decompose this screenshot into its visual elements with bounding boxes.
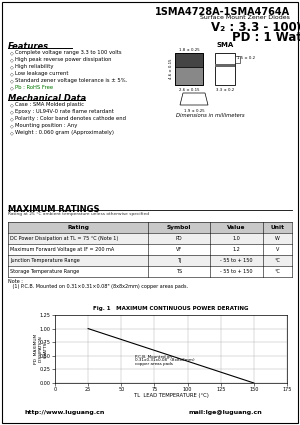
Text: Features: Features (8, 42, 49, 51)
Text: Symbol: Symbol (167, 225, 191, 230)
Text: Mounting position : Any: Mounting position : Any (15, 123, 77, 128)
Text: V: V (276, 247, 279, 252)
Text: W: W (275, 236, 280, 241)
Text: ◇: ◇ (10, 78, 14, 83)
Text: 1.5 ± 0.2: 1.5 ± 0.2 (237, 56, 255, 60)
Text: 1.2: 1.2 (232, 247, 240, 252)
Bar (215, 53, 235, 85)
Text: Storage Temperature Range: Storage Temperature Range (10, 269, 79, 274)
Text: Epoxy : UL94V-0 rate flame retardant: Epoxy : UL94V-0 rate flame retardant (15, 109, 114, 114)
Text: Low leakage current: Low leakage current (15, 71, 68, 76)
Text: copper areas pads: copper areas pads (134, 362, 172, 366)
Text: 1.0: 1.0 (232, 236, 240, 241)
Text: ◇: ◇ (10, 130, 14, 135)
Bar (8, 233, 292, 244)
Text: TL  LEAD TEMPERATURE (°C): TL LEAD TEMPERATURE (°C) (134, 393, 208, 398)
Text: - 55 to + 150: - 55 to + 150 (220, 258, 253, 263)
Text: 1SMA4728A-1SMA4764A: 1SMA4728A-1SMA4764A (155, 7, 290, 17)
Text: PD: PD (176, 236, 182, 241)
Text: TJ: TJ (177, 258, 181, 263)
Text: PD  MAXIMUM
DISSIPATION
(WATTS): PD MAXIMUM DISSIPATION (WATTS) (34, 334, 48, 364)
Text: Mechanical Data: Mechanical Data (8, 94, 86, 103)
Text: mail:lge@luguang.cn: mail:lge@luguang.cn (188, 410, 262, 415)
Text: ◇: ◇ (10, 71, 14, 76)
Text: Pb : RoHS Free: Pb : RoHS Free (15, 85, 53, 90)
Text: 0.31x0.31x0.08" (8x8x2mm): 0.31x0.31x0.08" (8x8x2mm) (134, 358, 194, 363)
Bar (175, 53, 203, 85)
Text: °C: °C (274, 258, 280, 263)
Bar (235, 56, 240, 63)
Text: Surface Mount Zener Diodes: Surface Mount Zener Diodes (200, 15, 290, 20)
Text: Polarity : Color band denotes cathode end: Polarity : Color band denotes cathode en… (15, 116, 126, 121)
Text: Junction Temperature Range: Junction Temperature Range (10, 258, 80, 263)
Text: Case : SMA Molded plastic: Case : SMA Molded plastic (15, 102, 84, 107)
Polygon shape (180, 93, 208, 105)
Text: Complete voltage range 3.3 to 100 volts: Complete voltage range 3.3 to 100 volts (15, 50, 122, 55)
Text: (1) P.C.B. Mounted on 0.31×0.31×0.08" (8x8x2mm) copper areas pads.: (1) P.C.B. Mounted on 0.31×0.31×0.08" (8… (8, 284, 188, 289)
Text: MAXIMUM RATINGS: MAXIMUM RATINGS (8, 205, 100, 214)
Text: Fig. 1   MAXIMUM CONTINUOUS POWER DERATING: Fig. 1 MAXIMUM CONTINUOUS POWER DERATING (93, 306, 249, 311)
Text: ◇: ◇ (10, 64, 14, 69)
Text: ◇: ◇ (10, 85, 14, 90)
Text: V₂ : 3.3 - 100Volts: V₂ : 3.3 - 100Volts (211, 21, 300, 34)
Text: High peak reverse power dissipation: High peak reverse power dissipation (15, 57, 112, 62)
Text: P.C.B. Mounted on: P.C.B. Mounted on (134, 354, 172, 359)
Text: ◇: ◇ (10, 109, 14, 114)
Bar (8, 222, 292, 233)
Text: Note :: Note : (8, 279, 23, 284)
Text: http://www.luguang.cn: http://www.luguang.cn (25, 410, 105, 415)
Text: VF: VF (176, 247, 182, 252)
Text: °C: °C (274, 269, 280, 274)
Text: ◇: ◇ (10, 123, 14, 128)
Text: 3.3 ± 0.2: 3.3 ± 0.2 (216, 88, 234, 92)
Text: SMA: SMA (216, 42, 234, 48)
Text: ◇: ◇ (10, 102, 14, 107)
Text: Unit: Unit (271, 225, 284, 230)
Text: ◇: ◇ (10, 57, 14, 62)
Text: ◇: ◇ (10, 50, 14, 55)
Text: PD : 1 Watt: PD : 1 Watt (232, 31, 300, 44)
Text: Rating: Rating (67, 225, 89, 230)
Text: Standard zener voltage tolerance is ± 5%.: Standard zener voltage tolerance is ± 5%… (15, 78, 127, 83)
Text: - 55 to + 150: - 55 to + 150 (220, 269, 253, 274)
Text: Weight : 0.060 gram (Approximately): Weight : 0.060 gram (Approximately) (15, 130, 114, 135)
Bar (175, 53, 203, 68)
Text: Maximum Forward Voltage at IF = 200 mA: Maximum Forward Voltage at IF = 200 mA (10, 247, 114, 252)
Bar (8, 255, 292, 266)
Text: High reliability: High reliability (15, 64, 53, 69)
Text: 4.6 ± 0.15: 4.6 ± 0.15 (169, 59, 173, 79)
Text: Rating at 25 °C ambient temperature unless otherwise specified: Rating at 25 °C ambient temperature unle… (8, 212, 149, 216)
Text: 1.9 ± 0.25: 1.9 ± 0.25 (184, 109, 204, 113)
Text: ◇: ◇ (10, 116, 14, 121)
Text: Value: Value (227, 225, 246, 230)
Text: TS: TS (176, 269, 182, 274)
Text: 2.6 ± 0.15: 2.6 ± 0.15 (179, 88, 199, 92)
Text: Dimensions in millimeters: Dimensions in millimeters (176, 113, 244, 118)
Text: 1.8 ± 0.25: 1.8 ± 0.25 (179, 48, 199, 52)
Bar (175, 68, 203, 85)
Bar (215, 64, 235, 68)
Text: DC Power Dissipation at TL = 75 °C (Note 1): DC Power Dissipation at TL = 75 °C (Note… (10, 236, 118, 241)
